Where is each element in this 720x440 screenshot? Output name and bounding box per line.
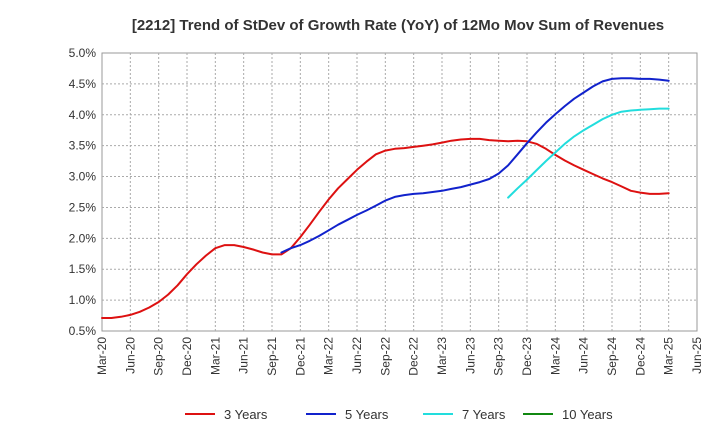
legend-label-3-years: 3 Years [224, 407, 268, 422]
y-tick-label: 3.0% [69, 170, 97, 184]
x-tick-label: Dec-21 [293, 337, 307, 376]
x-tick-label: Dec-24 [633, 337, 647, 376]
x-tick-label: Sep-22 [378, 337, 392, 376]
x-tick-label: Dec-22 [407, 337, 421, 376]
y-tick-label: 1.5% [69, 262, 97, 276]
legend-label-5-years: 5 Years [345, 407, 389, 422]
y-tick-label: 4.5% [69, 77, 97, 91]
y-tick-label: 1.0% [69, 293, 97, 307]
x-tick-label: Sep-24 [605, 337, 619, 376]
x-tick-label: Jun-22 [350, 337, 364, 374]
x-tick-label: Mar-23 [435, 337, 449, 375]
x-tick-label: Sep-23 [492, 337, 506, 376]
x-tick-label: Sep-21 [265, 337, 279, 376]
plot-frame [101, 52, 698, 332]
x-tick-label: Jun-20 [123, 337, 137, 374]
x-tick-label: Mar-21 [208, 337, 222, 375]
x-tick-label: Sep-20 [152, 337, 166, 376]
legend-label-7-years: 7 Years [462, 407, 506, 422]
series-line-5-years [280, 77, 670, 254]
y-tick-label: 3.5% [69, 139, 97, 153]
y-tick-label: 2.0% [69, 231, 97, 245]
y-tick-label: 2.5% [69, 200, 97, 214]
x-tick-label: Mar-20 [95, 337, 109, 375]
x-tick-label: Dec-20 [180, 337, 194, 376]
series-line-3-years [101, 137, 670, 319]
legend-label-10-years: 10 Years [562, 407, 613, 422]
x-tick-label: Jun-24 [577, 337, 591, 374]
x-tick-label: Dec-23 [520, 337, 534, 376]
x-tick-label: Mar-22 [322, 337, 336, 375]
y-tick-label: 4.0% [69, 108, 97, 122]
x-tick-label: Jun-23 [463, 337, 477, 374]
plot-area: 0.5% 1.0% 1.5% 2.0% 2.5% 3.0% 3.5% 4.0% 4.5% 5.0%… [69, 46, 704, 376]
y-tick-label: 5.0% [69, 46, 97, 60]
y-tick-label: 0.5% [69, 324, 97, 338]
x-tick-label: Mar-24 [548, 337, 562, 375]
x-tick-label: Jun-21 [237, 337, 251, 374]
x-tick-label: Mar-25 [662, 337, 676, 375]
chart-title: [2212] Trend of StDev of Growth Rate (Yo… [132, 17, 664, 34]
legend: 3 Years 5 Years 7 Years 10 Years [185, 407, 613, 422]
x-tick-label: Jun-25 [690, 337, 704, 374]
series-line-7-years [507, 107, 670, 199]
